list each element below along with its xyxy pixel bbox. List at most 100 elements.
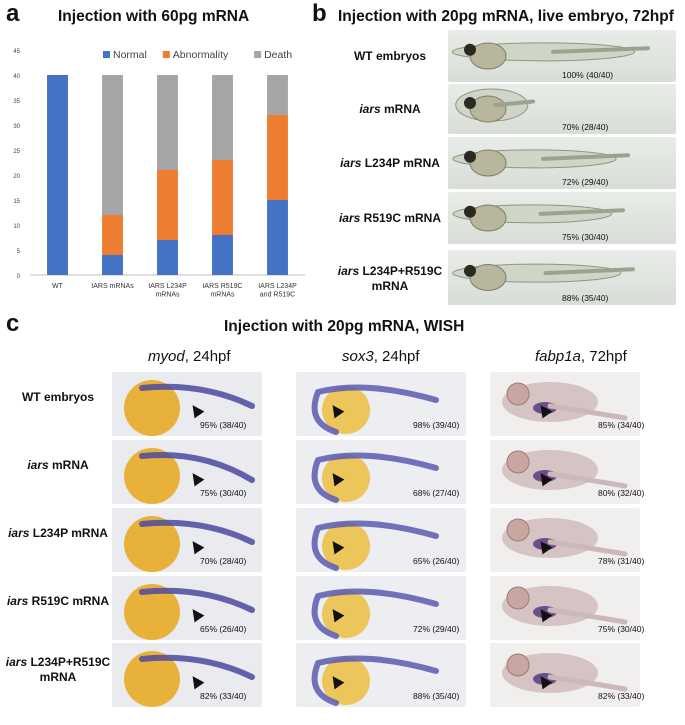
y-tick-label: 30 [13,124,20,130]
panel-c-percentage: 78% (31/40) [598,556,645,566]
zebrafish-embryo-image [452,263,635,291]
column-gene: sox3 [342,348,374,365]
panel-b-title: Injection with 20pg mRNA, live embryo, 7… [338,8,674,25]
column-gene: fabp1a [535,348,581,365]
bar-segment-normal [267,200,288,275]
zebrafish-embryo-image [455,88,535,123]
panel-b-percentage: 100% (40/40) [562,70,614,80]
gene-name: iars [27,458,49,472]
stained-embryo-image [502,586,628,626]
stained-embryo-image [502,518,628,558]
zebrafish-embryo-image [452,204,625,232]
wish-embryo-photo [490,643,640,707]
bar-segment-normal [212,235,233,275]
panel-c-percentage: 70% (28/40) [200,556,247,566]
gene-name: iars [359,102,381,116]
panel-c-row-label: iars L234P mRNA [2,526,114,541]
legend-label: Normal [113,49,147,61]
gene-name: iars [340,156,362,170]
panel-a-title: Injection with 60pg mRNA [58,8,250,25]
column-header-sox3: sox3, 24hpf [342,348,420,365]
bar-segment-normal [102,255,123,275]
row-label-text: L234P+R519C mRNA [27,655,111,684]
row-label-text: WT embryos [21,390,94,404]
row-label-text: R519C mRNA [360,211,442,225]
panel-b-percentage: 75% (30/40) [562,232,609,242]
panel-a-letter: a [6,0,20,27]
y-tick-label: 40 [13,74,20,80]
panel-c-row-label: iars L234P+R519C mRNA [2,655,114,685]
x-tick-label: IARS L234P [258,283,297,290]
x-tick-label: IARS R519C [202,283,242,290]
panel-b-row-label: iars mRNA [334,102,446,117]
panel-c-percentage: 82% (33/40) [598,691,645,701]
panel-b-row-label: iars L234P mRNA [334,156,446,171]
row-label-text: mRNA [380,102,421,116]
panel-c-title: Injection with 20pg mRNA, WISH [224,318,465,335]
column-header-myod: myod, 24hpf [148,348,231,365]
wish-embryo-photo [296,440,466,504]
bar-segment-abnormality [267,115,288,200]
wish-embryo-photo [296,643,466,707]
panel-c-row-label: WT embryos [2,390,114,405]
x-tick-label: and R519C [260,292,295,299]
y-tick-label: 5 [17,249,21,255]
wish-embryo-photo [112,576,262,640]
stained-embryo-image [502,382,628,422]
x-tick-label: WT [52,283,64,290]
wish-embryo-photo [296,576,466,640]
column-stage: , 72hpf [580,348,627,365]
row-label-text: WT embryos [353,49,426,63]
bar-segment-death [102,75,123,215]
wish-embryo-photo [112,508,262,572]
legend-swatch-death [254,51,262,58]
panel-c-percentage: 85% (34/40) [598,420,645,430]
panel-c-percentage: 80% (32/40) [598,488,645,498]
zebrafish-embryo-image [452,149,630,177]
x-tick-label: IARS mRNAs [91,283,134,290]
bar-segment-abnormality [212,160,233,235]
bar-segment-normal [157,240,178,275]
y-tick-label: 25 [13,149,20,155]
panel-b-row-label: iars L234P+R519C mRNA [334,264,446,294]
bar-segment-normal [47,75,68,275]
panel-c-letter: c [6,310,20,337]
gene-name: iars [337,263,360,278]
gene-name: iars [5,655,28,669]
stained-embryo-image [124,448,255,504]
panel-b-percentage: 70% (28/40) [562,122,609,132]
panel-b-row-label: WT embryos [334,49,446,64]
panel-c-percentage: 72% (29/40) [413,624,460,634]
bar-segment-death [212,75,233,160]
x-tick-label: IARS L234P [148,283,187,290]
legend-swatch-normal [103,51,110,58]
bar-segment-abnormality [102,215,123,255]
panel-c-percentage: 82% (33/40) [200,691,247,701]
stained-embryo-image [311,384,439,435]
stained-embryo-image [311,452,439,503]
column-gene: myod [148,348,185,365]
panel-c-percentage: 75% (30/40) [598,624,645,634]
y-tick-label: 15 [13,199,20,205]
live-embryo-photo [448,192,676,244]
panel-c-percentage: 88% (35/40) [413,691,460,701]
live-embryo-photo [448,30,676,82]
stained-embryo-image [502,653,628,693]
stained-embryo-image [311,588,439,639]
wish-embryo-photo [296,372,466,436]
panel-b-row-label: iars R519C mRNA [334,211,446,226]
wish-embryo-photo [490,576,640,640]
y-tick-label: 20 [13,174,20,180]
bar-segment-death [157,75,178,170]
y-tick-label: 0 [17,274,21,280]
gene-name: iars [338,211,361,225]
column-stage: , 24hpf [184,348,231,365]
panel-c-row-label: iars R519C mRNA [2,594,114,609]
row-label-text: mRNA [48,458,89,472]
legend-label: Death [264,49,292,61]
stained-embryo-image [311,655,439,706]
legend-label: Abnormality [173,49,229,61]
panel-c-percentage: 65% (26/40) [413,556,460,566]
wish-embryo-photo [112,643,262,707]
panel-c-percentage: 98% (39/40) [413,420,460,430]
